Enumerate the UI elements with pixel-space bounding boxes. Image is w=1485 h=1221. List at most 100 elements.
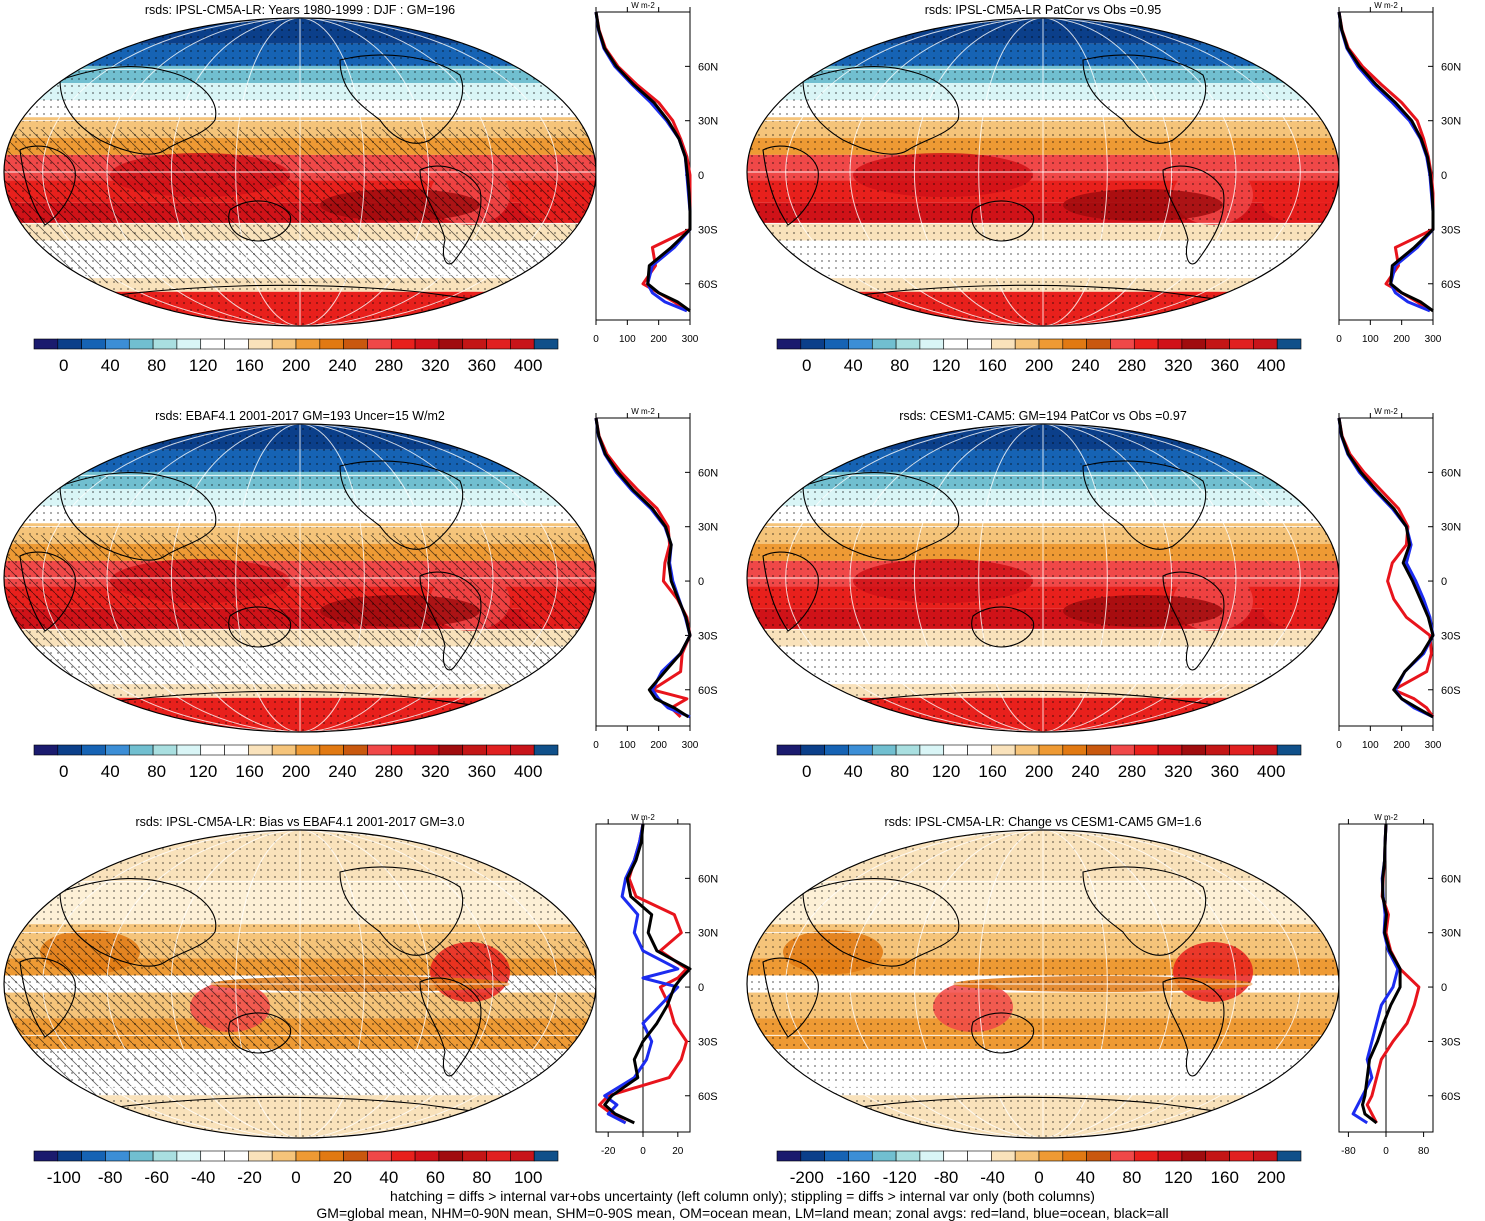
coastline-1 — [971, 606, 1035, 648]
colorbar-box-18 — [462, 338, 487, 350]
colorbar-box-7 — [200, 338, 225, 350]
colorbar-box-3 — [848, 1150, 873, 1162]
x-tick-label: 20 — [672, 1146, 684, 1157]
meridian-line — [849, 18, 1044, 326]
colorbar-tick-label: 160 — [978, 356, 1006, 375]
colorbar-tick-label: 100 — [514, 1168, 542, 1187]
colorbar-box-2 — [824, 338, 849, 350]
colorbar-tick-label: -80 — [98, 1168, 123, 1187]
colorbar-box-8 — [967, 1150, 992, 1162]
x-tick-label: -80 — [1341, 1146, 1356, 1157]
x-tick-label: 0 — [1336, 740, 1342, 751]
colorbar-tick-label: 200 — [1025, 762, 1053, 781]
coastline-2 — [419, 571, 482, 671]
lat-tick-label: 0 — [698, 170, 704, 182]
colorbar-box-16 — [414, 338, 440, 350]
meridian-line — [170, 18, 301, 326]
lat-tick-label: 60N — [698, 467, 718, 479]
colorbar-box-14 — [367, 744, 392, 756]
colorbar-box-9 — [248, 338, 273, 350]
colorbar-box-1 — [800, 744, 825, 756]
colorbar-box-19 — [1229, 744, 1254, 756]
colorbar: -100 -80 -60 -40 -20 0 20 40 60 80 100 — [33, 1150, 559, 1187]
colorbar-tick-label: 0 — [802, 356, 811, 375]
panel-ipsl-change: rsds: IPSL-CM5A-LR: Change vs CESM1-CAM5… — [743, 812, 1485, 1218]
zonal-profile: W m-2 -80 0 80 60N 30N 0 30S 60S — [1338, 813, 1461, 1157]
colorbar-box-4 — [871, 1150, 897, 1162]
meridian-line — [913, 424, 1044, 732]
x-tick-label: 300 — [1425, 740, 1442, 751]
colorbar-box-20 — [1253, 744, 1278, 756]
colorbar-box-11 — [1038, 744, 1064, 756]
colorbar-tick-label: 240 — [1071, 762, 1099, 781]
meridian-line — [106, 830, 301, 1138]
colorbar-box-1 — [57, 744, 82, 756]
colorbar-tick-label: 320 — [421, 762, 449, 781]
colorbar-tick-label: 160 — [978, 762, 1006, 781]
colorbar-box-4 — [128, 1150, 154, 1162]
panel-cesm-patcor: rsds: CESM1-CAM5: GM=194 PatCor vs Obs =… — [743, 406, 1485, 812]
colorbar-tick-label: -80 — [934, 1168, 959, 1187]
map-title: rsds: IPSL-CM5A-LR: Bias vs EBAF4.1 2001… — [135, 815, 465, 829]
profile-frame — [1338, 417, 1434, 727]
colorbar-box-10 — [1014, 744, 1040, 756]
colorbar-tick-label: 400 — [514, 762, 542, 781]
zonal-profile: W m-2 -20 0 20 60N 30N 0 30S 60S — [595, 813, 718, 1157]
lat-tick-label: 30S — [1441, 630, 1461, 642]
colorbar-box-21 — [1276, 744, 1302, 756]
colorbar-box-21 — [533, 744, 559, 756]
figure-svg: 0 40 80 120 160 200 240 280 320 360 400 W m-2 0 100 20… — [3, 407, 718, 781]
colorbar-box-17 — [1181, 338, 1207, 350]
colorbar-tick-label: 280 — [1118, 762, 1146, 781]
coastline-4 — [762, 957, 819, 1038]
zonal-profile: W m-2 0 100 200 300 60N 30N 0 30S 60S — [593, 407, 718, 751]
colorbar-tick-label: 320 — [421, 356, 449, 375]
meridian-line — [235, 18, 301, 326]
colorbar-box-5 — [152, 1150, 178, 1162]
coastline-2 — [1162, 571, 1225, 671]
meridian-line — [1042, 424, 1301, 732]
colorbar-box-0 — [776, 338, 802, 350]
colorbar: 0 40 80 120 160 200 240 280 320 360 400 — [776, 744, 1302, 781]
profile-units-label: W m-2 — [1374, 813, 1398, 822]
colorbar-box-8 — [224, 338, 249, 350]
colorbar-tick-label: 360 — [1211, 762, 1239, 781]
colorbar-tick-label: 400 — [1257, 762, 1285, 781]
colorbar-box-11 — [1038, 338, 1064, 350]
colorbar-box-19 — [486, 1150, 511, 1162]
colorbar-box-15 — [1133, 338, 1159, 350]
colorbar-tick-label: 280 — [375, 356, 403, 375]
lat-tick-label: 60N — [1441, 873, 1461, 885]
colorbar-box-13 — [343, 1150, 368, 1162]
colorbar-box-3 — [848, 744, 873, 756]
x-tick-label: 0 — [640, 1146, 646, 1157]
coastline-3 — [339, 54, 464, 144]
colorbar-box-1 — [57, 338, 82, 350]
colorbar-box-16 — [1157, 744, 1183, 756]
colorbar-tick-label: 80 — [1122, 1168, 1141, 1187]
colorbar-tick-label: 0 — [291, 1168, 300, 1187]
colorbar-box-21 — [1276, 1150, 1302, 1162]
lat-tick-label: 30S — [698, 1036, 718, 1048]
colorbar-box-2 — [824, 1150, 849, 1162]
colorbar-box-21 — [533, 1150, 559, 1162]
colorbar-box-15 — [1133, 744, 1159, 756]
colorbar-tick-label: 120 — [932, 356, 960, 375]
x-tick-label: 300 — [682, 334, 699, 345]
colorbar-box-12 — [1062, 1150, 1087, 1162]
colorbar-box-8 — [224, 744, 249, 756]
colorbar-tick-label: 80 — [472, 1168, 491, 1187]
colorbar-box-12 — [319, 744, 344, 756]
lat-tick-label: 0 — [698, 576, 704, 588]
colorbar-box-16 — [1157, 1150, 1183, 1162]
lat-tick-label: 0 — [1441, 170, 1447, 182]
meridian-line — [849, 424, 1044, 732]
footer-line-1: hatching = diffs > internal var+obs unce… — [390, 1188, 1095, 1204]
x-tick-label: 80 — [1418, 1146, 1430, 1157]
figure-svg: -200 -160 -120 -80 -40 0 40 80 120 160 200 W m-2 -80… — [746, 813, 1461, 1187]
colorbar-box-9 — [991, 744, 1016, 756]
colorbar-box-14 — [367, 338, 392, 350]
profile-line-all — [594, 417, 692, 719]
colorbar-tick-label: 320 — [1164, 356, 1192, 375]
coastline-0 — [802, 878, 960, 967]
